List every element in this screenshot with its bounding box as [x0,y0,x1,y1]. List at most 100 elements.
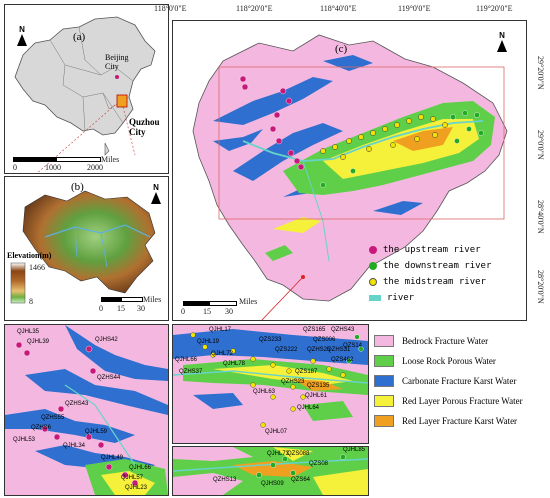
inset1-label: QJHL59 [85,429,108,435]
legend-downstream: the downstream river [369,259,491,273]
inset2-label: QZS14 [343,343,363,349]
inset1-label: QJHL23 [125,485,148,491]
red-karst-swatch-icon [374,415,394,427]
inset1-label: QJHL35 [17,329,40,335]
inset1-label: QJHL53 [13,437,36,443]
panel-b-elevation-map: (b) N Elevation(m) 1466 8 0 15 30 Miles [4,176,169,321]
inset2-svg [173,329,368,428]
downstream-points [320,110,484,188]
scale-b-unit: Miles [143,295,162,304]
point-legend: the upstream river the downstream river … [369,243,525,315]
inset2-label: QJHL17 [209,327,232,333]
inset3-label: QZS64 [291,477,311,483]
scale-a-1: 1000 [45,163,61,172]
upstream-points [239,75,305,171]
carbonate-swatch-icon [374,375,394,387]
bedrock-swatch-icon [374,335,394,347]
inset2-label: QZHS23 [281,379,305,385]
north-arrow-c: N [495,31,509,52]
scale-bar-a [13,157,101,162]
inset2-label: QZHS31 [327,347,351,353]
scale-c-0: 0 [181,307,185,316]
inset1-label: QZHS6 [31,425,52,431]
inset-upstream-detail: QJHL35 QJHL39 QJHS42 QZHS44 QZHS43 QZHS5… [4,324,169,496]
inset1-label: QJHL49 [101,455,124,461]
inset2-label: QZS233 [259,337,282,343]
elevation-max: 1466 [29,263,45,272]
scale-c-1: 15 [203,307,211,316]
legend-carbonate: Carbonate Fracture Karst Water [374,374,516,388]
legend-midstream: the midstream river [369,275,486,289]
panel-c-hydrogeology-map: (c) N the upstream river the downstream … [172,20,527,321]
study-area-rectangle [218,66,505,220]
inset3-label: QZS088 [287,451,310,457]
legend-river-label: river [387,293,415,303]
legend-red-porous-label: Red Layer Porous Fracture Water [402,396,523,406]
scale-a-unit: Miles [101,155,120,164]
legend-red-karst-label: Red Layer Fracture Karst Water [402,416,518,426]
inset2-label: QJHL07 [265,429,288,435]
red-layer-karst-zone-1 [393,127,453,151]
legend-river: river [369,291,414,305]
loose-rock-swatch-icon [374,355,394,367]
inset1-svg [5,325,168,495]
legend-red-karst: Red Layer Fracture Karst Water [374,414,517,428]
inset1-label: QJHS42 [95,337,118,343]
inset1-label: QJHL39 [27,339,50,345]
lon-tick-4: 119°0'0"E [398,4,431,13]
inset2-label: QJHL78 [223,361,246,367]
inset3-label: QZS08 [309,461,329,467]
scale-a-2: 2000 [87,163,103,172]
downstream-marker-icon [369,262,377,270]
lat-tick-1: 29°20'0"N [536,56,545,90]
inset2-label: QJHL19 [197,339,220,345]
legend-bedrock: Bedrock Fracture Water [374,334,488,348]
elevation-min: 8 [29,297,33,306]
callout-line [261,276,304,320]
scale-c-2: 30 [225,307,233,316]
inset-midstream-detail: QJHL17 QJHL19 QZS165 QZHS43 QZS233 QZS00… [172,324,369,444]
legend-red-porous: Red Layer Porous Fracture Water [374,394,523,408]
inset3-label: QZHS13 [213,477,237,483]
lon-tick-3: 118°40'0"E [320,4,357,13]
inset1-label: QJHL66 [129,465,152,471]
panel-a-china-map: (a) N Beijing City Quzhou City 0 1000 20… [4,4,169,174]
inset3-label: QJHL85 [343,447,366,453]
inset1-label: QZHS43 [65,401,89,407]
scale-bar-b [101,297,143,302]
inset2-label: QJHL61 [305,393,328,399]
inset2-label: QZS462 [331,357,354,363]
china-outline [14,16,156,173]
inset2-label: QZS006 [313,337,336,343]
lon-tick-1: 118°0'0"E [154,4,187,13]
river-swatch-icon [369,295,381,301]
scale-b-2: 30 [137,304,145,313]
scale-bar-c [183,301,237,306]
inset2-label: QZHS37 [179,369,203,375]
inset1-label: QZHS55 [41,415,65,421]
legend-loose-rock-label: Loose Rock Porous Water [402,356,496,366]
beijing-label: Beijing City [105,53,129,71]
north-arrow-a: N [15,25,29,46]
north-arrow-b: N [149,183,163,204]
inset2-label: QZS222 [275,347,298,353]
lat-tick-3: 28°40'0"N [536,200,545,234]
quzhou-label: Quzhou City [129,117,160,137]
inset1-label: QJHL34 [63,443,86,449]
elevation-title: Elevation(m) [7,251,52,260]
inset3-label: QJHL73 [267,451,290,457]
inset3-svg [173,447,368,495]
lat-tick-2: 29°0'0"N [536,130,545,160]
quzhou-location-marker [116,94,128,108]
legend-upstream: the upstream river [369,243,481,257]
legend-upstream-label: the upstream river [383,245,481,255]
panel-a-label: (a) [73,31,86,43]
zone-legend: Bedrock Fracture Water Loose Rock Porous… [374,334,546,444]
legend-loose-rock: Loose Rock Porous Water [374,354,496,368]
midstream-points [320,114,448,160]
lon-tick-5: 119°20'0"E [476,4,513,13]
scale-a-0: 0 [13,163,17,172]
panel-c-label: (c) [335,43,348,55]
main-map-svg [192,34,508,320]
inset2-label: QJHL64 [297,405,320,411]
